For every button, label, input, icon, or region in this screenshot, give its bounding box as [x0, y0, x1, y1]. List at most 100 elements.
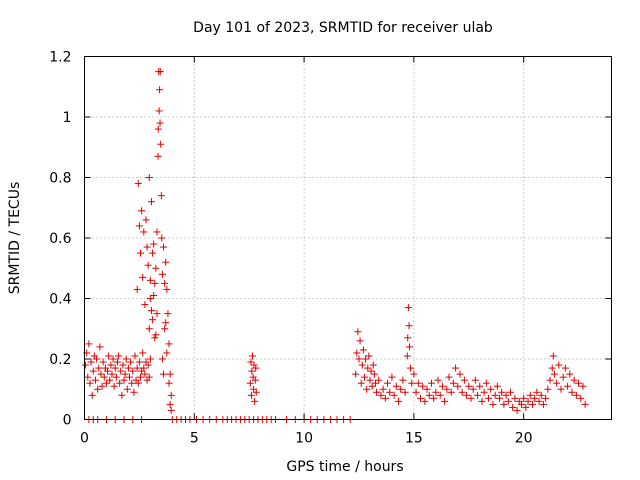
data-point: [104, 367, 112, 375]
data-point: [581, 400, 589, 408]
data-point: [124, 364, 132, 372]
data-point: [140, 364, 148, 372]
data-point: [151, 334, 159, 342]
data-point: [167, 391, 175, 399]
data-point: [352, 370, 360, 378]
data-point: [542, 394, 550, 402]
data-point: [126, 373, 134, 381]
data-point: [155, 107, 163, 115]
data-point: [517, 400, 525, 408]
data-point: [359, 346, 367, 354]
data-point: [162, 258, 170, 266]
data-point: [399, 376, 407, 384]
data-point: [522, 403, 530, 411]
data-point: [252, 388, 260, 396]
data-point: [489, 400, 497, 408]
data-point: [139, 349, 147, 357]
data-point: [419, 382, 427, 390]
data-point: [150, 291, 158, 299]
data-point: [360, 373, 368, 381]
data-point: [161, 279, 169, 287]
data-point: [129, 367, 137, 375]
y-tick-label: 1: [63, 110, 72, 126]
data-point: [511, 394, 519, 402]
data-point: [371, 379, 379, 387]
data-point: [404, 334, 412, 342]
data-point: [144, 261, 152, 269]
data-point: [122, 355, 130, 363]
data-point: [436, 391, 444, 399]
data-point: [546, 376, 554, 384]
data-point: [539, 400, 547, 408]
data-point: [118, 391, 126, 399]
data-point: [127, 358, 135, 366]
data-point: [366, 376, 374, 384]
data-point: [117, 367, 125, 375]
y-tick-label: 0.4: [49, 292, 71, 308]
data-point: [167, 406, 175, 414]
data-point: [524, 397, 532, 405]
axis-ticks: 0 5 10 15 20 0 0.2 0.4 0.6 0.8 1 1.2: [49, 50, 612, 447]
data-point: [160, 370, 168, 378]
data-point: [579, 382, 587, 390]
data-point: [246, 379, 254, 387]
data-point: [128, 379, 136, 387]
data-point: [370, 370, 378, 378]
data-point: [135, 222, 143, 230]
data-point: [526, 391, 534, 399]
data-point: [498, 388, 506, 396]
data-point: [379, 385, 387, 393]
data-point: [381, 394, 389, 402]
data-point: [405, 322, 413, 330]
data-point: [145, 325, 153, 333]
y-tick-label: 1.2: [49, 50, 71, 66]
data-point: [474, 391, 482, 399]
data-point: [377, 391, 385, 399]
data-point: [164, 310, 172, 318]
data-point: [247, 358, 255, 366]
x-tick-label: 0: [80, 431, 89, 447]
data-point: [491, 391, 499, 399]
data-point: [82, 361, 90, 369]
y-tick-label: 0: [63, 413, 72, 429]
data-point: [362, 355, 370, 363]
data-point: [166, 400, 174, 408]
data-point: [465, 382, 473, 390]
data-point: [165, 379, 173, 387]
data-point: [109, 355, 117, 363]
data-point: [447, 388, 455, 396]
data-point: [105, 352, 113, 360]
data-point: [108, 370, 116, 378]
y-tick-label: 0.2: [49, 352, 71, 368]
data-point: [458, 388, 466, 396]
data-point: [401, 388, 409, 396]
data-point: [445, 373, 453, 381]
data-point: [355, 355, 363, 363]
data-point: [136, 249, 144, 257]
data-point: [454, 382, 462, 390]
data-point: [407, 364, 415, 372]
data-point: [537, 391, 545, 399]
data-point: [153, 310, 161, 318]
data-point: [156, 119, 164, 127]
data-point: [577, 394, 585, 402]
data-point: [251, 397, 259, 405]
y-tick-label: 0.8: [49, 171, 71, 187]
data-point: [550, 370, 558, 378]
data-point: [158, 355, 166, 363]
y-tick-label: 0.6: [49, 231, 71, 247]
data-point: [471, 376, 479, 384]
data-point: [94, 385, 102, 393]
data-point: [151, 279, 159, 287]
data-point: [91, 376, 99, 384]
data-point: [358, 361, 366, 369]
data-point: [134, 379, 142, 387]
data-point: [388, 373, 396, 381]
data-point: [566, 370, 574, 378]
data-point: [485, 394, 493, 402]
data-point: [528, 400, 536, 408]
data-point: [482, 379, 490, 387]
data-point: [123, 385, 131, 393]
data-point: [143, 243, 151, 251]
data-point: [520, 394, 528, 402]
